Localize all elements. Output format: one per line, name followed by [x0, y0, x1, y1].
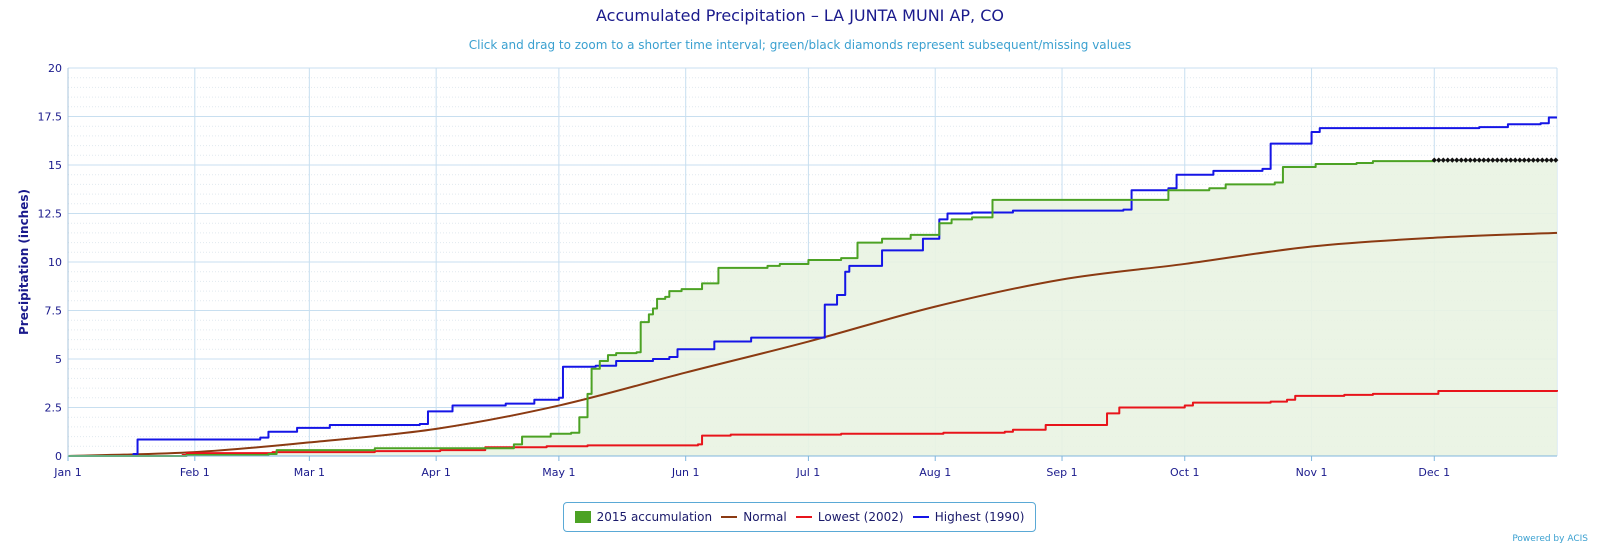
x-tick-label: Apr 1: [421, 466, 451, 479]
chart-plot-area[interactable]: 0 2.5 5 7.5 10 12.5 15 17.5 20 Jan 1 Feb 1 Mar 1 Apr…: [0, 0, 1600, 500]
missing-value-marker: [1436, 157, 1442, 163]
x-tick-label: Feb 1: [180, 466, 210, 479]
legend-accumulation-swatch: [574, 511, 591, 523]
missing-value-marker: [1544, 157, 1550, 163]
y-tick-label: 5: [55, 353, 62, 366]
highest-series-line: [68, 116, 1557, 457]
x-tick-label: Nov 1: [1296, 466, 1328, 479]
legend-lowest-swatch: [795, 516, 812, 518]
credits-link[interactable]: Powered by ACIS: [1512, 534, 1588, 544]
x-tick-label: Dec 1: [1418, 466, 1450, 479]
missing-value-marker: [1440, 157, 1446, 163]
missing-value-marker: [1530, 157, 1536, 163]
missing-value-marker: [1485, 157, 1491, 163]
legend-highest-label: Highest (1990): [934, 510, 1025, 524]
missing-value-marker: [1553, 157, 1559, 163]
series-layer: [67, 116, 1559, 457]
missing-value-marker: [1467, 157, 1473, 163]
axis-layer: 0 2.5 5 7.5 10 12.5 15 17.5 20 Jan 1 Feb 1 Mar 1 Apr…: [38, 62, 1557, 479]
x-tick-label: Aug 1: [919, 466, 951, 479]
x-tick-label: Oct 1: [1170, 466, 1200, 479]
missing-value-marker: [1454, 157, 1460, 163]
missing-value-marker: [1499, 157, 1505, 163]
missing-value-marker: [1517, 157, 1523, 163]
chart-title: Accumulated Precipitation – LA JUNTA MUN…: [595, 6, 1004, 25]
accumulation-area: [68, 160, 1557, 456]
y-tick-label: 20: [48, 62, 62, 75]
missing-value-marker: [1521, 157, 1527, 163]
missing-value-marker: [1476, 157, 1482, 163]
x-tick-label: Mar 1: [294, 466, 325, 479]
legend-item-accumulation[interactable]: 2015 accumulation: [574, 510, 713, 524]
missing-value-marker: [1508, 157, 1514, 163]
legend-lowest-label: Lowest (2002): [817, 510, 904, 524]
missing-value-marker: [1494, 157, 1500, 163]
legend-normal-label: Normal: [743, 510, 787, 524]
missing-value-marker: [1548, 157, 1554, 163]
y-tick-label: 7.5: [45, 305, 63, 318]
x-tick-label: Jun 1: [671, 466, 700, 479]
missing-value-marker: [1526, 157, 1532, 163]
accumulation-series-line: [68, 160, 1436, 457]
y-tick-label: 12.5: [38, 208, 63, 221]
legend-item-highest[interactable]: Highest (1990): [912, 510, 1025, 524]
y-tick-label: 0: [55, 450, 62, 463]
missing-value-marker: [1490, 157, 1496, 163]
x-tick-label: May 1: [542, 466, 575, 479]
missing-value-marker: [1458, 157, 1464, 163]
legend-highest-swatch: [912, 516, 929, 518]
legend-item-normal[interactable]: Normal: [721, 510, 787, 524]
x-tick-label: Jul 1: [796, 466, 821, 479]
legend-item-lowest[interactable]: Lowest (2002): [795, 510, 904, 524]
y-tick-label: 17.5: [38, 111, 63, 124]
missing-value-marker: [1431, 157, 1437, 163]
normal-series-line: [67, 231, 1558, 457]
missing-value-marker: [1449, 157, 1455, 163]
lowest-series-line: [68, 390, 1558, 457]
chart-legend: 2015 accumulation Normal Lowest (2002) H…: [563, 502, 1036, 532]
y-tick-label: 2.5: [45, 402, 63, 415]
y-axis-label: Precipitation (inches): [17, 189, 31, 335]
y-tick-label: 10: [48, 256, 62, 269]
missing-value-marker: [1472, 157, 1478, 163]
missing-value-marker: [1503, 157, 1509, 163]
x-tick-label: Sep 1: [1046, 466, 1077, 479]
missing-value-marker: [1535, 157, 1541, 163]
missing-value-marker: [1463, 157, 1469, 163]
missing-value-marker: [1445, 157, 1451, 163]
y-tick-label: 15: [48, 159, 62, 172]
x-tick-label: Jan 1: [53, 466, 81, 479]
legend-accumulation-label: 2015 accumulation: [596, 510, 713, 524]
legend-normal-swatch: [721, 516, 738, 518]
missing-value-marker: [1481, 157, 1487, 163]
missing-value-marker: [1539, 157, 1545, 163]
missing-value-marker: [1512, 157, 1518, 163]
chart-subtitle: Click and drag to zoom to a shorter time…: [468, 38, 1132, 52]
